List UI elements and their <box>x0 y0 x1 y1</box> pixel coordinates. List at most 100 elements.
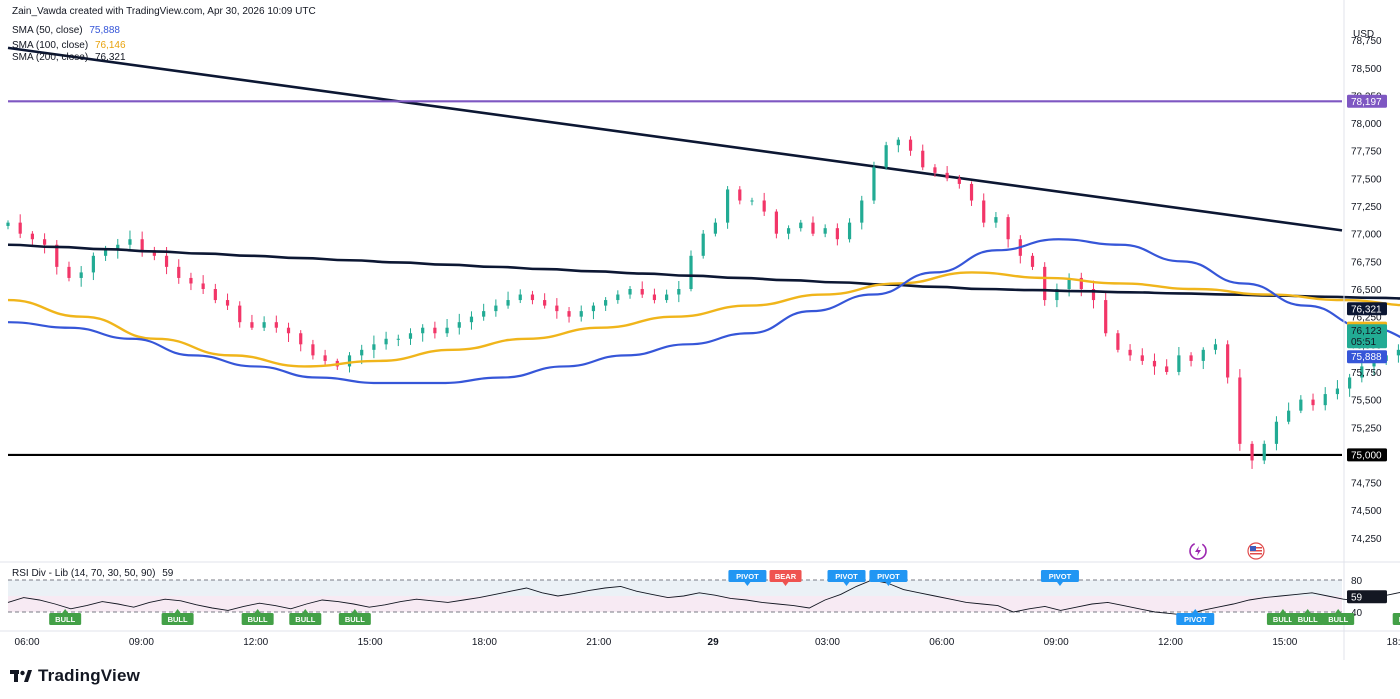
candle-body <box>164 255 169 267</box>
candle-body <box>591 305 596 312</box>
y-tick-label: 76,250 <box>1351 313 1382 324</box>
signal-pointer <box>885 582 892 586</box>
time-axis[interactable]: 06:00 09:00 12:00 15:00 18:00 21:00 29 03:00 06:… <box>0 630 1400 648</box>
candle-body <box>713 222 718 234</box>
y-tick-label: 78,750 <box>1351 36 1382 47</box>
signal-badge <box>1266 613 1299 625</box>
signal-pointer <box>744 582 751 586</box>
last-price-tag-countdown: 05:51 <box>1351 337 1376 348</box>
signal-pointer <box>254 609 261 613</box>
y-tick-label: 74,500 <box>1351 506 1382 517</box>
tradingview-logo[interactable]: TradingView <box>10 666 140 686</box>
us-flag-icon[interactable] <box>1247 542 1265 560</box>
candle-body <box>372 344 376 350</box>
candle-body <box>299 333 303 345</box>
candle-body <box>140 239 144 251</box>
sma50-legend[interactable]: SMA (50, close) 75,888 <box>12 25 120 36</box>
candle-body <box>18 222 22 234</box>
candle-body <box>1335 388 1340 395</box>
candle-body <box>1104 300 1108 334</box>
candle-body <box>396 338 400 340</box>
signal-label: BULL <box>1328 615 1348 624</box>
candle-body <box>1262 443 1266 461</box>
candle-body <box>604 300 608 306</box>
signal-label: BULL <box>168 615 188 624</box>
candle-body <box>908 139 913 151</box>
x-tick-label: 09:00 <box>1044 637 1069 648</box>
x-tick-label: 12:00 <box>243 637 268 648</box>
candle-body <box>994 217 998 223</box>
candle-body <box>884 145 888 168</box>
lightning-icon[interactable] <box>1189 542 1207 560</box>
candle-body <box>799 222 803 229</box>
sma200-tag-label: 76,321 <box>1351 304 1382 315</box>
candle-body <box>177 266 181 278</box>
last-price-tag-bg <box>1347 324 1387 349</box>
rsi-band <box>8 580 1342 612</box>
sma200-legend-label: SMA (200, close) <box>12 52 89 63</box>
candlestick-series[interactable] <box>6 136 1400 469</box>
signal-badge <box>49 613 82 625</box>
candle-body <box>1396 349 1400 356</box>
sma200-legend[interactable]: SMA (200, close) 76,321 <box>12 52 126 63</box>
y-tick-label: 74,750 <box>1351 479 1382 490</box>
x-tick-label: 12:00 <box>1158 637 1183 648</box>
candle-body <box>1189 355 1193 361</box>
candle-body <box>847 222 852 240</box>
rsi-upper-band <box>8 580 1342 596</box>
rsi-line <box>7 579 1400 616</box>
signal-badge <box>1040 570 1079 582</box>
candle-body <box>1177 355 1181 372</box>
signal-pointer <box>174 609 181 613</box>
x-tick-label: 21:00 <box>586 637 611 648</box>
candle-body <box>225 300 230 306</box>
rsi-level-label: 40 <box>1351 608 1363 619</box>
signal-label: PIVOT <box>1184 615 1207 624</box>
rsi-pane[interactable]: 80 40 59 <box>0 561 1400 619</box>
resistance-tag-bg <box>1347 94 1387 108</box>
sma100-legend[interactable]: SMA (100, close) 76,146 <box>12 40 126 51</box>
candle-body <box>1030 255 1035 267</box>
candle-body <box>518 294 522 301</box>
candle-body <box>969 183 974 201</box>
signal-badge <box>1176 613 1215 625</box>
y-tick-label: 78,500 <box>1351 64 1382 75</box>
x-tick-label: 15:00 <box>1272 637 1297 648</box>
signal-badge <box>1322 613 1355 625</box>
candle-body <box>91 255 95 273</box>
candle-body <box>1372 360 1376 367</box>
signal-pointer <box>1056 582 1063 586</box>
candle-body <box>1238 377 1242 444</box>
x-tick-label: 29 <box>708 637 720 648</box>
candle-body <box>1226 344 1230 378</box>
candle-body <box>55 244 59 267</box>
y-tick-label: 75,250 <box>1351 423 1382 434</box>
candle-body <box>1311 399 1315 406</box>
candle-body <box>823 228 827 234</box>
sma100-legend-value: 76,146 <box>94 40 126 51</box>
candle-body <box>1091 289 1096 301</box>
support-tag-bg <box>1347 448 1387 462</box>
candle-body <box>152 250 156 256</box>
tradingview-logo-icon <box>10 668 32 684</box>
candle-body <box>67 266 71 278</box>
rsi-legend[interactable]: RSI Div - Lib (14, 70, 30, 50, 90) 59 <box>12 568 173 579</box>
candle-body <box>982 200 986 223</box>
candle-body <box>189 277 193 284</box>
candle-body <box>543 300 547 306</box>
candle-body <box>725 189 730 223</box>
candle-body <box>384 338 388 345</box>
y-tick-label: 77,250 <box>1351 202 1382 213</box>
candle-body <box>579 311 583 317</box>
candle-body <box>323 355 327 361</box>
candle-body <box>640 289 644 295</box>
candle-body <box>701 233 705 256</box>
signal-badge <box>241 613 274 625</box>
moving-averages <box>7 238 1400 385</box>
y-tick-label: 75,750 <box>1351 368 1382 379</box>
candle-body <box>1165 366 1169 372</box>
signal-label: BULL <box>248 615 268 624</box>
y-tick-label: 77,000 <box>1351 230 1382 241</box>
candle-body <box>250 322 254 328</box>
